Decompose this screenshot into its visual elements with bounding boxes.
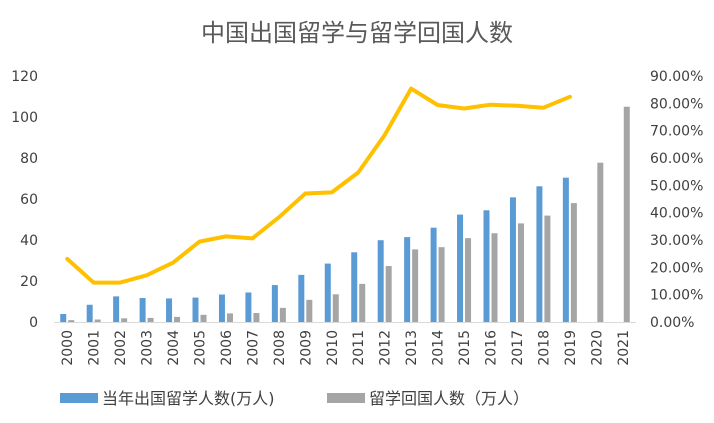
x-tick-label: 2019 [563,330,579,366]
y-right-tick-label: 40.00% [650,206,703,222]
bar-returned-2002 [121,318,128,322]
x-tick-label: 2004 [166,330,182,366]
bar-returned-2017 [517,223,524,322]
bar-outbound-2010 [324,263,331,322]
y-right-tick-label: 50.00% [650,178,703,194]
x-tick-label: 2021 [616,330,632,366]
x-tick-label: 2005 [193,330,209,366]
bar-outbound-2000 [60,314,67,322]
bar-returned-2011 [359,283,366,322]
chart-title: 中国出国留学与留学回国人数 [201,19,513,47]
y-left-tick-label: 80 [20,151,38,167]
x-tick-label: 2002 [113,330,129,366]
bar-returned-2004 [174,316,181,322]
bar-returned-2009 [306,299,313,322]
x-tick-label: 2003 [140,330,156,366]
bar-outbound-2002 [113,296,120,322]
y-right-tick-label: 20.00% [650,260,703,276]
bar-returned-2014 [438,247,445,322]
bar-returned-2008 [279,307,286,322]
bar-returned-2012 [385,266,392,322]
bar-outbound-2015 [457,214,464,322]
x-tick-label: 2014 [431,330,447,366]
bar-returned-2021 [623,106,630,322]
bar-returned-2019 [570,203,577,322]
y-right-tick-label: 60.00% [650,151,703,167]
bar-outbound-2011 [351,252,358,322]
x-tick-label: 2006 [219,330,235,366]
bar-returned-2005 [200,314,207,322]
bar-outbound-2009 [298,274,305,322]
y-right-tick-label: 10.00% [650,288,703,304]
bar-outbound-2008 [271,285,278,322]
legend-swatch-returned [327,393,365,403]
y-left-tick-label: 40 [20,233,38,249]
bar-outbound-2012 [377,240,384,322]
x-tick-label: 2020 [589,330,605,366]
bar-returned-2016 [491,233,498,322]
bar-outbound-2006 [218,294,225,322]
bar-outbound-2018 [536,186,543,322]
bar-outbound-2013 [404,237,411,322]
x-tick-label: 2007 [245,330,261,366]
y-left-tick-label: 0 [29,315,38,331]
bar-returned-2010 [332,294,339,322]
bar-returned-2000 [68,320,75,322]
y-right-tick-label: 80.00% [650,96,703,112]
bar-outbound-2017 [509,197,516,322]
x-tick-label: 2015 [457,330,473,366]
plot-area: 0 20 40 60 80 100 120 0.00% 10.00% 20.00% 30.00% 40… [11,69,703,366]
x-tick-label: 2018 [536,330,552,366]
y-left-tick-label: 100 [11,110,38,126]
legend-label-returned: 留学回国人数（万人） [369,389,529,408]
bar-returned-2020 [597,162,604,322]
y-right-tick-label: 0.00% [650,315,694,331]
y-right-tick-label: 90.00% [650,69,703,85]
x-tick-label: 2001 [87,330,103,366]
x-tick-label: 2009 [298,330,314,366]
legend-swatch-outbound [60,393,98,403]
bar-returned-2007 [253,312,260,322]
x-tick-label: 2017 [510,330,526,366]
bar-returned-2015 [465,238,472,322]
x-tick-label: 2016 [484,330,500,366]
y-right-tick-label: 30.00% [650,233,703,249]
y-right-tick-label: 70.00% [650,124,703,140]
bar-outbound-2007 [245,292,252,322]
y-left-tick-label: 60 [20,192,38,208]
bar-returned-2001 [94,319,101,322]
x-tick-label: 2011 [351,330,367,366]
y-left-tick-label: 120 [11,69,38,85]
x-tick-label: 2008 [272,330,288,366]
x-tick-label: 2000 [60,330,76,366]
bar-outbound-2003 [139,298,146,322]
return-ratio-line [65,86,572,285]
bar-outbound-2019 [562,177,569,322]
x-tick-label: 2012 [378,330,394,366]
bar-returned-2018 [544,215,551,322]
y-left-tick-label: 20 [20,274,38,290]
legend-label-outbound: 当年出国留学人数(万人) [102,389,275,408]
bar-returned-2006 [226,313,233,322]
legend: 当年出国留学人数(万人) 留学回国人数（万人） [60,389,529,408]
bar-outbound-2004 [166,298,173,322]
bar-outbound-2014 [430,227,437,322]
bar-returned-2003 [147,317,154,322]
bar-returned-2013 [412,249,419,322]
x-tick-label: 2010 [325,330,341,366]
bar-outbound-2016 [483,210,490,322]
bar-outbound-2005 [192,297,199,322]
bar-outbound-2001 [86,304,93,322]
x-tick-label: 2013 [404,330,420,366]
